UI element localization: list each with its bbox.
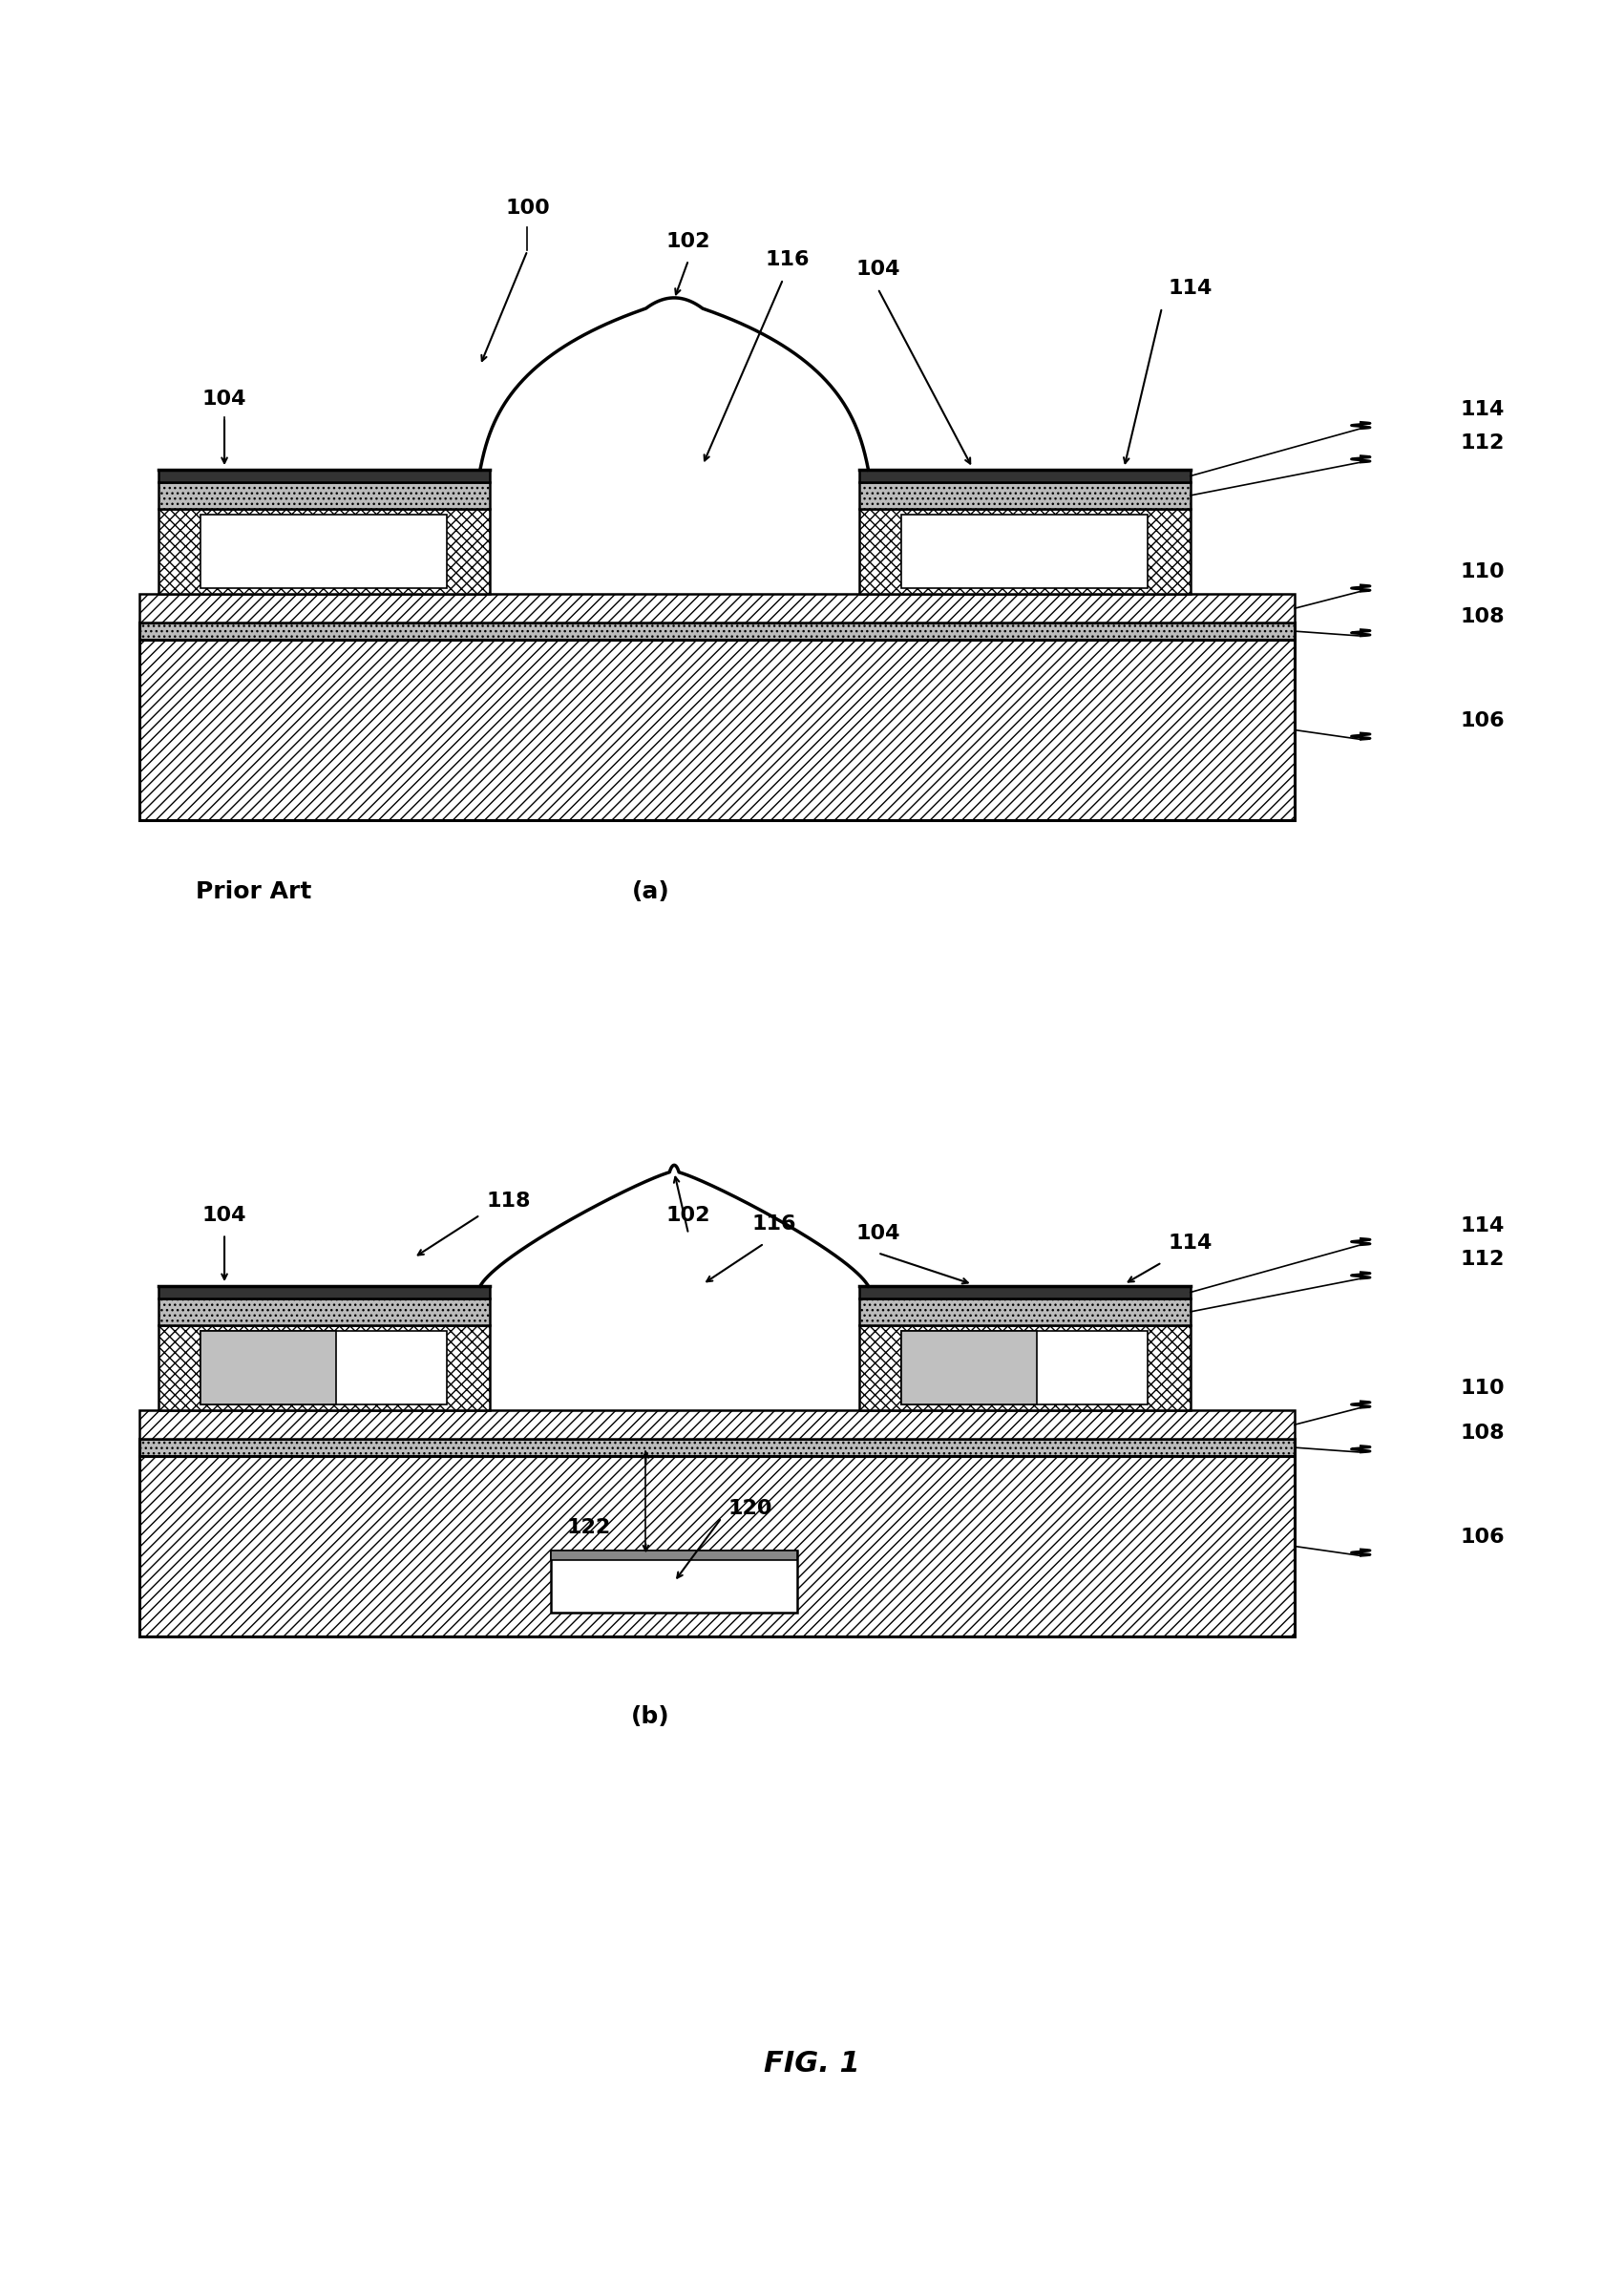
Bar (859, 469, 1190, 483)
Bar (859, 1299, 1190, 1324)
Bar (859, 508, 1190, 595)
Bar (551, 1552, 797, 1561)
Text: 102: 102 (666, 232, 711, 251)
Bar (140, 1438, 1294, 1456)
Text: 108: 108 (1460, 608, 1505, 627)
Bar (201, 515, 447, 588)
Text: 120: 120 (728, 1500, 771, 1518)
Bar (140, 622, 1294, 640)
Text: FIG. 1: FIG. 1 (763, 2049, 859, 2078)
Bar (201, 1331, 447, 1404)
Bar (201, 1331, 336, 1404)
Text: 114: 114 (1168, 278, 1213, 299)
Text: 118: 118 (486, 1192, 531, 1210)
Text: Prior Art: Prior Art (197, 880, 312, 902)
Bar (859, 483, 1190, 508)
Text: 116: 116 (765, 251, 810, 269)
Text: 114: 114 (1460, 401, 1504, 419)
Text: 104: 104 (856, 260, 900, 278)
Text: 122: 122 (567, 1518, 611, 1536)
Text: 104: 104 (856, 1224, 900, 1244)
Text: 110: 110 (1460, 1379, 1505, 1399)
Text: 104: 104 (203, 390, 247, 408)
Text: 102: 102 (666, 1206, 711, 1224)
Bar (140, 1411, 1294, 1438)
Text: 112: 112 (1460, 1249, 1504, 1269)
Text: 100: 100 (505, 198, 551, 217)
Bar (158, 508, 489, 595)
Bar (158, 483, 489, 508)
Bar (901, 1331, 1148, 1404)
Bar (140, 595, 1294, 622)
Bar (901, 1331, 1036, 1404)
Bar (859, 1285, 1190, 1299)
Text: 110: 110 (1460, 563, 1505, 581)
Text: 106: 106 (1460, 1527, 1505, 1545)
Text: (a): (a) (632, 880, 669, 902)
Bar (859, 1324, 1190, 1411)
Text: 114: 114 (1168, 1233, 1213, 1253)
Text: 106: 106 (1460, 711, 1505, 729)
Text: 116: 116 (752, 1215, 796, 1233)
Bar (158, 469, 489, 483)
Bar (158, 1324, 489, 1411)
Text: 104: 104 (203, 1206, 247, 1224)
Bar (140, 640, 1294, 820)
Bar (551, 1552, 797, 1614)
Bar (158, 1299, 489, 1324)
Bar (901, 515, 1148, 588)
Text: 112: 112 (1460, 433, 1504, 454)
Bar (140, 1456, 1294, 1636)
Text: 108: 108 (1460, 1424, 1505, 1443)
Text: (b): (b) (632, 1705, 671, 1727)
Text: 114: 114 (1460, 1217, 1504, 1235)
Bar (158, 1285, 489, 1299)
